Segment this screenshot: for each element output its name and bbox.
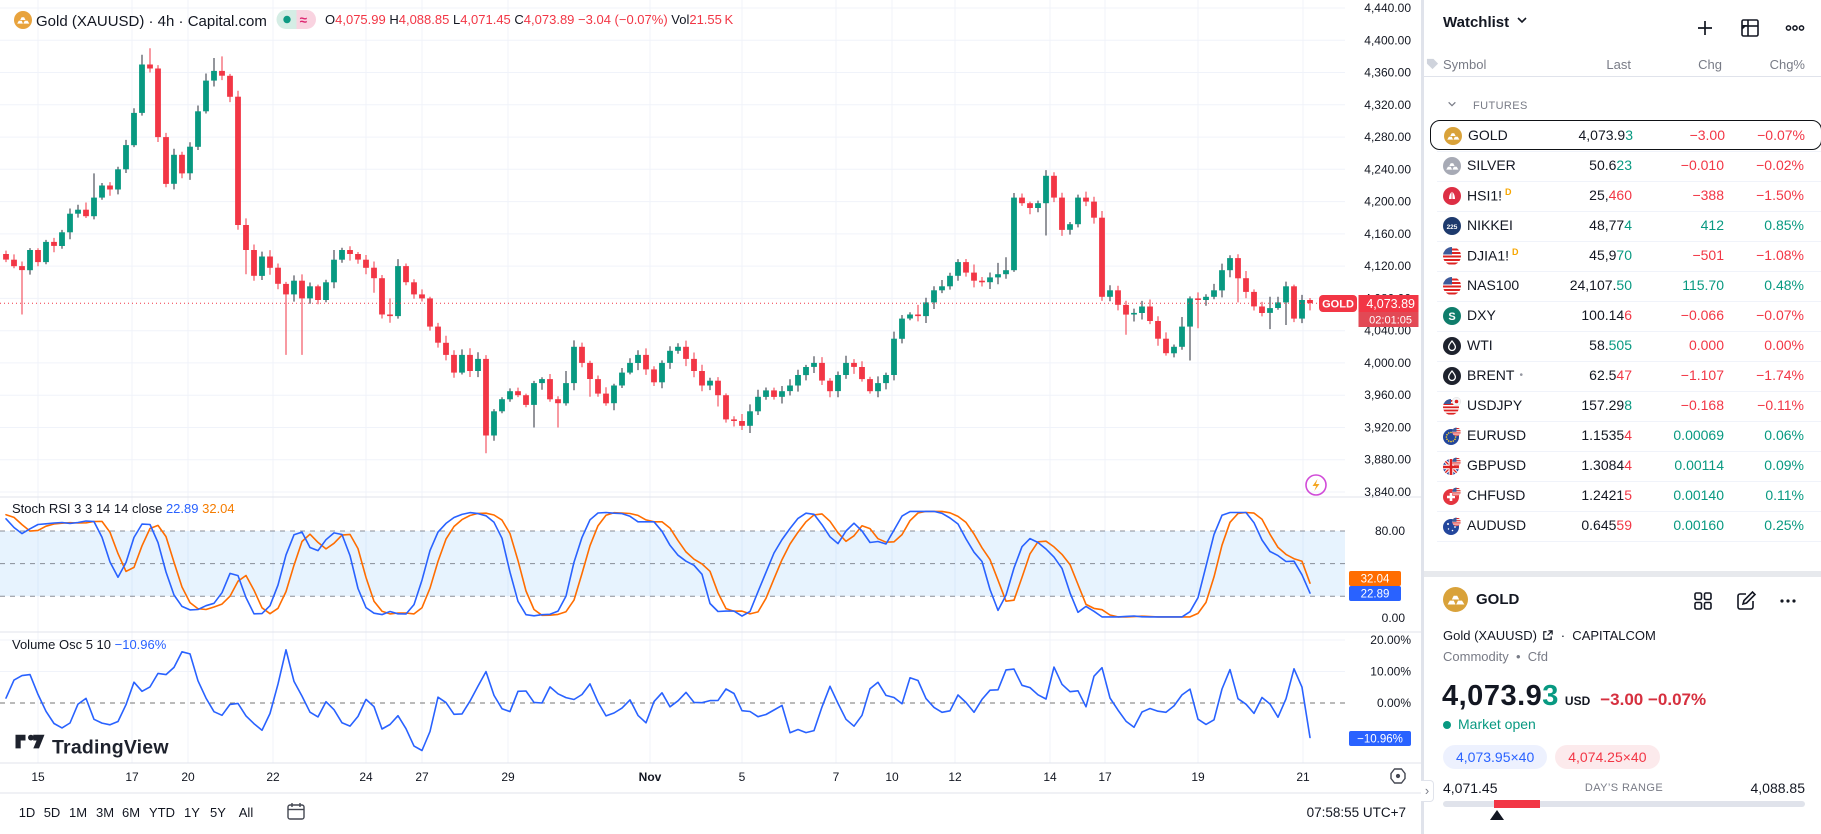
svg-text:4,160.00: 4,160.00 [1364, 227, 1411, 241]
svg-text:4,000.00: 4,000.00 [1364, 356, 1411, 370]
svg-text:5Y: 5Y [210, 805, 226, 820]
svg-text:≈: ≈ [300, 13, 308, 28]
svg-text:TradingView: TradingView [52, 737, 169, 759]
svg-text:4,200.00: 4,200.00 [1364, 195, 1411, 209]
svg-text:1D: 1D [19, 805, 36, 820]
svg-text:1Y: 1Y [184, 805, 200, 820]
svg-text:All: All [239, 805, 254, 820]
svg-text:12: 12 [948, 770, 962, 784]
svg-text:4,400.00: 4,400.00 [1364, 33, 1411, 47]
svg-text:3,920.00: 3,920.00 [1364, 421, 1411, 435]
svg-text:07:58:55 UTC+7: 07:58:55 UTC+7 [1307, 805, 1406, 820]
svg-text:02:01:05: 02:01:05 [1369, 315, 1412, 327]
svg-text:21: 21 [1296, 770, 1310, 784]
svg-text:GOLD: GOLD [1322, 299, 1354, 311]
svg-text:YTD: YTD [149, 805, 175, 820]
svg-text:5: 5 [739, 770, 746, 784]
svg-text:22: 22 [266, 770, 280, 784]
svg-text:3,960.00: 3,960.00 [1364, 388, 1411, 402]
svg-text:6M: 6M [122, 805, 140, 820]
svg-text:4,320.00: 4,320.00 [1364, 98, 1411, 112]
svg-text:3M: 3M [96, 805, 114, 820]
svg-text:7: 7 [833, 770, 840, 784]
svg-text:17: 17 [1098, 770, 1112, 784]
svg-text:32.04: 32.04 [1361, 574, 1390, 586]
svg-text:17: 17 [125, 770, 139, 784]
svg-text:4,280.00: 4,280.00 [1364, 130, 1411, 144]
svg-text:20: 20 [181, 770, 195, 784]
svg-text:22.89: 22.89 [1361, 589, 1390, 601]
svg-text:Nov: Nov [639, 770, 662, 784]
svg-text:Stoch RSI 3 3 14 14 close 22.: Stoch RSI 3 3 14 14 close 22.89 32.04 [12, 501, 235, 516]
svg-text:0.00: 0.00 [1382, 611, 1406, 625]
svg-text:Gold (XAUUSD) · 4h · Capital.c: Gold (XAUUSD) · 4h · Capital.com [36, 13, 267, 30]
svg-text:Volume Osc 5 10 −10.96%: Volume Osc 5 10 −10.96% [12, 637, 167, 652]
svg-text:27: 27 [415, 770, 429, 784]
svg-text:15: 15 [31, 770, 45, 784]
svg-text:4,120.00: 4,120.00 [1364, 259, 1411, 273]
svg-text:−10.96%: −10.96% [1357, 734, 1403, 746]
svg-text:10: 10 [885, 770, 899, 784]
svg-text:4,360.00: 4,360.00 [1364, 66, 1411, 80]
svg-text:24: 24 [359, 770, 373, 784]
svg-text:4,440.00: 4,440.00 [1364, 1, 1411, 15]
svg-text:225: 225 [1447, 224, 1458, 231]
svg-text:3,880.00: 3,880.00 [1364, 453, 1411, 467]
svg-text:1M: 1M [69, 805, 87, 820]
svg-text:19: 19 [1191, 770, 1205, 784]
svg-text:80.00: 80.00 [1375, 524, 1405, 538]
svg-text:0.00%: 0.00% [1377, 696, 1411, 710]
svg-text:29: 29 [501, 770, 515, 784]
svg-text:4,040.00: 4,040.00 [1364, 324, 1411, 338]
svg-text:5D: 5D [44, 805, 61, 820]
svg-text:3,840.00: 3,840.00 [1364, 485, 1411, 499]
svg-text:4,240.00: 4,240.00 [1364, 162, 1411, 176]
svg-text:4,073.89: 4,073.89 [1366, 297, 1415, 311]
svg-text:10.00%: 10.00% [1370, 665, 1411, 679]
svg-text:S: S [1448, 311, 1455, 323]
svg-text:O4,075.99 H4,088.85 L4,071.4: O4,075.99 H4,088.85 L4,071.45 C4,073.89 … [325, 12, 733, 27]
svg-text:14: 14 [1043, 770, 1057, 784]
svg-text:20.00%: 20.00% [1370, 633, 1411, 647]
